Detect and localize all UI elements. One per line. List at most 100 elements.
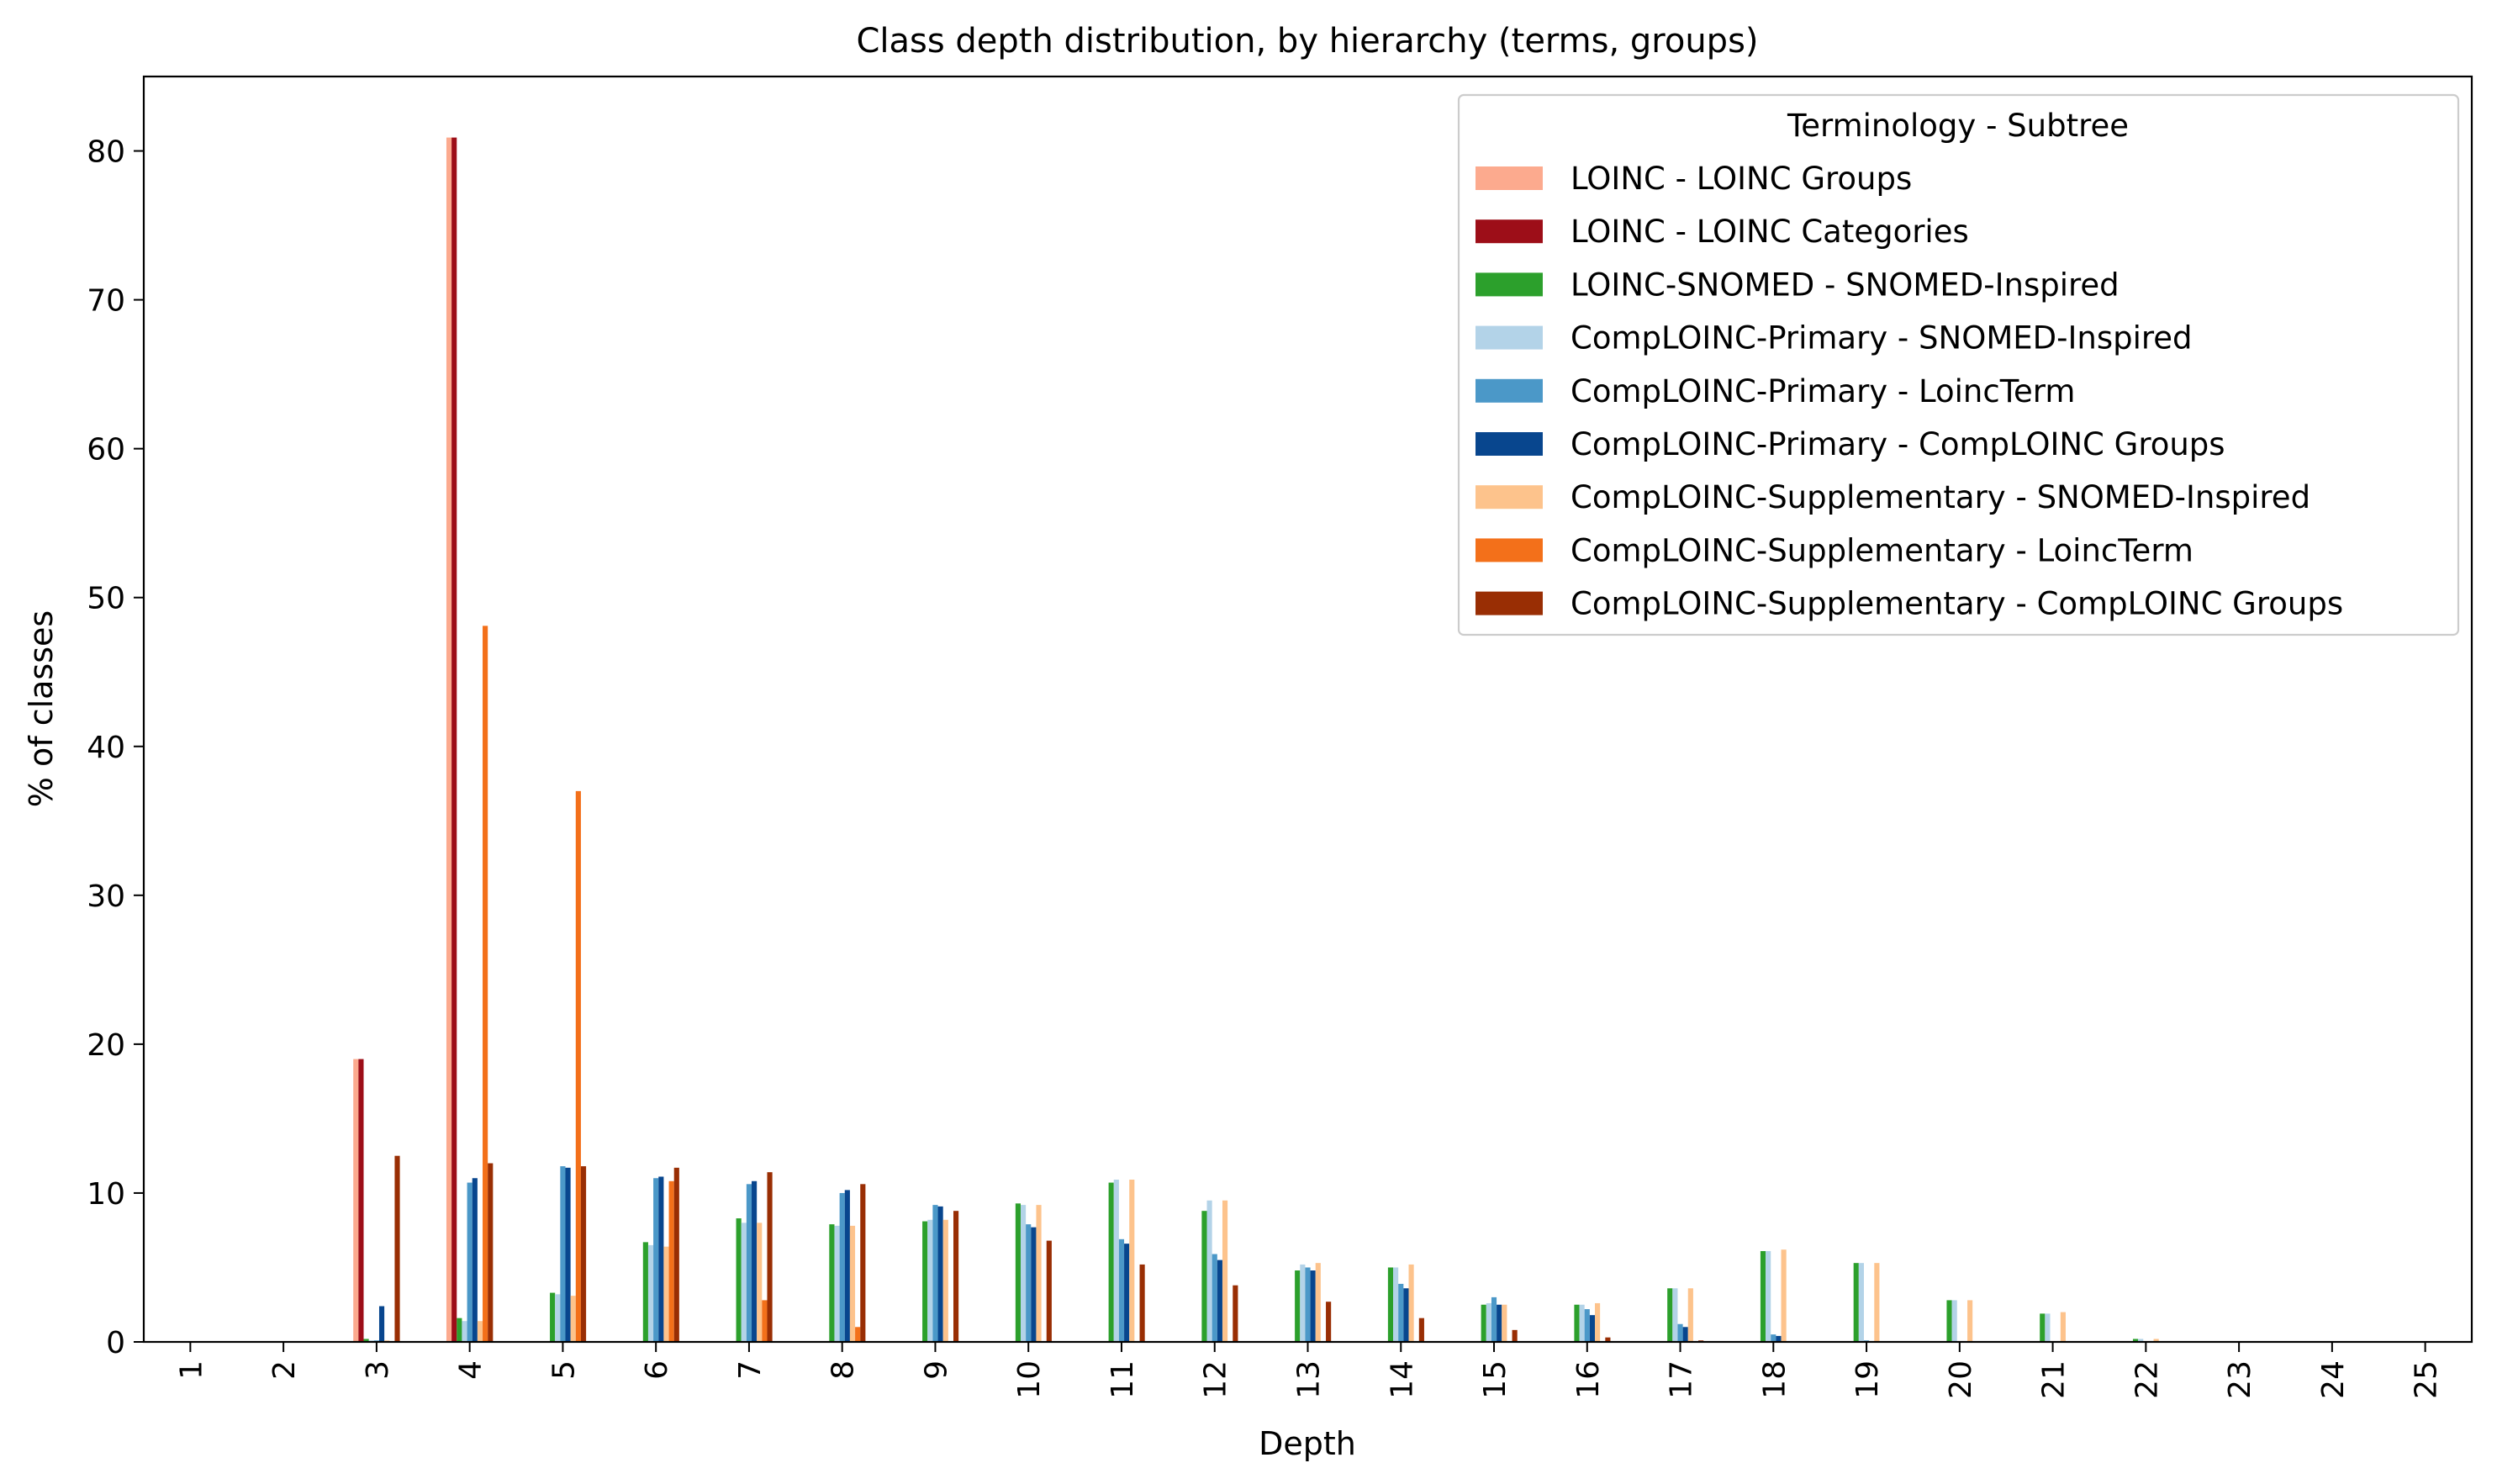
legend: Terminology - Subtree LOINC - LOINC Grou… xyxy=(1457,93,2460,636)
bar xyxy=(1771,1334,1776,1342)
bar xyxy=(565,1167,571,1342)
bar xyxy=(1046,1240,1052,1342)
bar xyxy=(1776,1335,1782,1342)
bar xyxy=(642,1242,648,1342)
y-tick-label: 10 xyxy=(87,1177,125,1212)
bar xyxy=(932,1205,938,1342)
bar xyxy=(1201,1211,1207,1342)
legend-swatch xyxy=(1476,219,1543,244)
bar xyxy=(1315,1263,1321,1342)
bar xyxy=(446,137,452,1343)
bar xyxy=(1589,1315,1596,1342)
bar xyxy=(1295,1270,1301,1342)
x-tick-label: 13 xyxy=(1292,1360,1327,1399)
bar xyxy=(762,1300,768,1342)
bar xyxy=(1951,1300,1957,1342)
bar xyxy=(741,1223,747,1342)
bar xyxy=(1031,1227,1037,1342)
y-tick-label: 30 xyxy=(87,879,125,914)
bar xyxy=(1217,1260,1222,1342)
bar xyxy=(1667,1288,1673,1342)
bar xyxy=(1300,1264,1306,1342)
bar xyxy=(575,790,581,1342)
bar xyxy=(927,1219,933,1342)
legend-label: CompLOINC-Primary - CompLOINC Groups xyxy=(1571,426,2225,462)
y-axis-label: % of classes xyxy=(23,610,60,807)
legend-frame xyxy=(1457,93,2460,636)
bar xyxy=(767,1172,773,1342)
x-tick-label: 3 xyxy=(361,1360,395,1380)
bar xyxy=(2045,1313,2051,1342)
bar xyxy=(752,1180,758,1342)
bar xyxy=(1387,1267,1394,1342)
bar xyxy=(829,1224,835,1342)
legend-swatch xyxy=(1476,166,1543,190)
bar xyxy=(653,1178,659,1342)
bar xyxy=(2132,1339,2139,1342)
legend-swatch xyxy=(1476,432,1543,456)
bar xyxy=(746,1184,752,1342)
bar xyxy=(358,1059,364,1342)
bar xyxy=(668,1180,674,1342)
bar xyxy=(1874,1263,1880,1342)
bar xyxy=(1206,1200,1212,1342)
bar xyxy=(462,1321,467,1342)
x-tick-label: 12 xyxy=(1199,1360,1233,1399)
bar xyxy=(1020,1205,1027,1342)
x-tick-label: 19 xyxy=(1850,1360,1885,1399)
x-tick-label: 8 xyxy=(826,1360,861,1380)
bar xyxy=(1672,1288,1678,1342)
y-tick-label: 0 xyxy=(106,1326,125,1360)
x-tick-label: 4 xyxy=(454,1360,488,1380)
y-tick-label: 20 xyxy=(87,1028,125,1063)
x-tick-label: 15 xyxy=(1478,1360,1512,1399)
x-axis: 1 2 3 4 5 6 7 8 9 10 11 12 13 14 15 16 17 18 19 20 21 22 23 24 2… xyxy=(174,1342,2444,1399)
bar xyxy=(937,1206,943,1342)
bar xyxy=(555,1294,561,1342)
x-tick-label: 9 xyxy=(919,1360,953,1380)
bar xyxy=(1113,1180,1119,1342)
bar xyxy=(1408,1264,1414,1342)
x-tick-label: 14 xyxy=(1385,1360,1419,1399)
legend-swatch xyxy=(1476,591,1543,615)
bar xyxy=(1605,1337,1611,1342)
bar xyxy=(673,1167,679,1342)
bar xyxy=(1124,1244,1130,1342)
y-tick-label: 70 xyxy=(87,284,125,319)
bar xyxy=(839,1192,845,1342)
bar xyxy=(353,1059,359,1342)
x-tick-label: 6 xyxy=(640,1360,674,1380)
bar xyxy=(849,1225,856,1342)
bar xyxy=(1595,1302,1601,1342)
bar xyxy=(1129,1180,1135,1342)
bar xyxy=(1946,1300,1952,1342)
bar xyxy=(1212,1254,1217,1342)
bar xyxy=(834,1225,840,1342)
x-tick-label: 23 xyxy=(2223,1360,2257,1399)
x-tick-label: 10 xyxy=(1012,1360,1047,1399)
x-tick-label: 2 xyxy=(267,1360,302,1380)
bar xyxy=(1398,1283,1404,1342)
bar xyxy=(1481,1304,1486,1342)
bar xyxy=(1497,1304,1502,1342)
bar xyxy=(1222,1200,1228,1342)
bar xyxy=(1853,1263,1859,1342)
bar xyxy=(1118,1238,1125,1342)
legend-label: CompLOINC-Supplementary - SNOMED-Inspire… xyxy=(1571,479,2310,515)
bar xyxy=(860,1184,866,1342)
x-axis-label: Depth xyxy=(1259,1425,1356,1462)
bar xyxy=(1393,1267,1399,1342)
y-tick-label: 40 xyxy=(87,731,125,765)
bar xyxy=(483,626,488,1342)
legend-label: LOINC-SNOMED - SNOMED-Inspired xyxy=(1571,267,2120,303)
x-tick-label: 17 xyxy=(1665,1360,1699,1399)
bar xyxy=(570,1296,576,1342)
bar xyxy=(1026,1224,1032,1342)
legend-label: LOINC - LOINC Groups xyxy=(1571,161,1912,197)
bar xyxy=(1760,1250,1766,1342)
bar xyxy=(855,1327,861,1342)
bar xyxy=(844,1190,850,1342)
bar xyxy=(451,137,457,1343)
bar xyxy=(1491,1297,1497,1342)
bar xyxy=(1310,1270,1316,1342)
